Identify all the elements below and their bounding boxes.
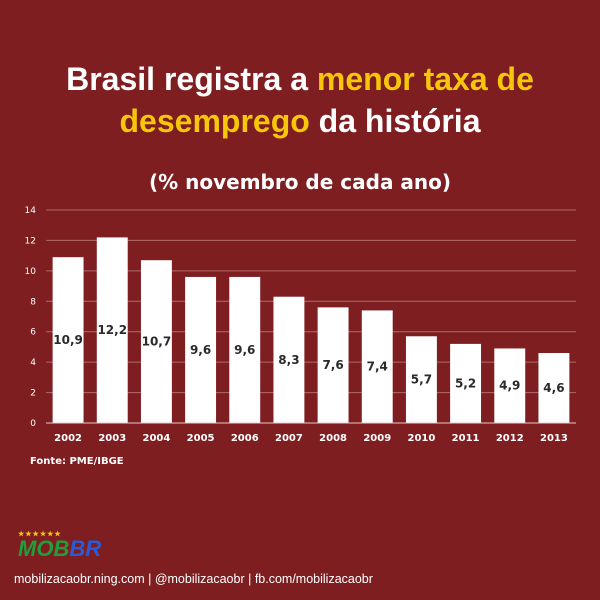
x-tick-label: 2005 (187, 433, 215, 444)
bar-value-label: 5,7 (411, 373, 432, 387)
bar-value-label: 4,9 (499, 379, 520, 393)
bar-value-label: 9,6 (234, 343, 255, 357)
bar-value-label: 8,3 (278, 353, 299, 367)
bar-value-label: 9,6 (190, 343, 211, 357)
x-tick-label: 2007 (275, 433, 303, 444)
headline-line-1: Brasil registra a menor taxa de (0, 58, 600, 100)
x-tick-label: 2006 (231, 433, 259, 444)
x-tick-label: 2008 (319, 433, 347, 444)
x-tick-label: 2011 (452, 433, 480, 444)
bar (405, 336, 437, 423)
bar-value-label: 7,6 (322, 358, 343, 372)
x-tick-label: 2004 (142, 433, 170, 444)
bar (538, 353, 570, 423)
y-tick-label: 10 (25, 267, 37, 277)
mobbr-logo: ★★★★★★ MOBBR (18, 530, 101, 560)
headline-text-1: Brasil registra a (66, 61, 317, 97)
headline-text-2: da história (309, 103, 481, 139)
bar (450, 343, 482, 423)
bar-value-label: 10,9 (53, 333, 83, 347)
logo-mob: MOB (18, 536, 70, 561)
x-tick-label: 2003 (98, 433, 126, 444)
bar (273, 296, 305, 423)
headline: Brasil registra a menor taxa de desempre… (0, 58, 600, 142)
x-tick-label: 2010 (407, 433, 435, 444)
x-tick-label: 2009 (363, 433, 391, 444)
y-tick-label: 12 (25, 236, 36, 246)
logo-mark: MOBBR (18, 538, 101, 560)
bar (317, 307, 349, 423)
bar (494, 348, 526, 423)
y-tick-label: 8 (30, 297, 36, 307)
bar (229, 276, 261, 423)
bar-value-label: 5,2 (455, 376, 476, 390)
bar (361, 310, 393, 423)
y-tick-label: 0 (30, 419, 36, 429)
y-tick-label: 14 (25, 206, 37, 216)
logo-stars: ★★★★★★ (18, 531, 62, 538)
x-tick-label: 2013 (540, 433, 568, 444)
y-tick-label: 4 (30, 358, 36, 368)
bar-value-label: 7,4 (367, 360, 388, 374)
bar-chart: 0 2 4 6 8 10 12 14 10,9 2002 12,2 2003 10,7 2004 9,6 20… (25, 206, 576, 444)
bar-value-label: 10,7 (142, 335, 172, 349)
y-tick-label: 6 (30, 328, 36, 338)
headline-highlight-2: desemprego (119, 103, 310, 139)
footer-links: mobilizacaobr.ning.com | @mobilizacaobr … (14, 572, 373, 586)
y-tick-label: 2 (30, 389, 36, 399)
x-tick-label: 2002 (54, 433, 82, 444)
bar-value-label: 12,2 (97, 323, 127, 337)
bar (185, 276, 217, 423)
bar (96, 237, 128, 423)
source-note: Fonte: PME/IBGE (30, 456, 124, 467)
headline-highlight-1: menor taxa de (316, 61, 534, 97)
x-tick-label: 2012 (496, 433, 524, 444)
chart-title: (% novembro de cada ano) (148, 170, 452, 194)
bar (140, 260, 172, 423)
logo-br: BR (69, 536, 102, 561)
bar-value-label: 4,6 (543, 381, 564, 395)
bar (52, 257, 84, 423)
headline-line-2: desemprego da história (0, 100, 600, 142)
